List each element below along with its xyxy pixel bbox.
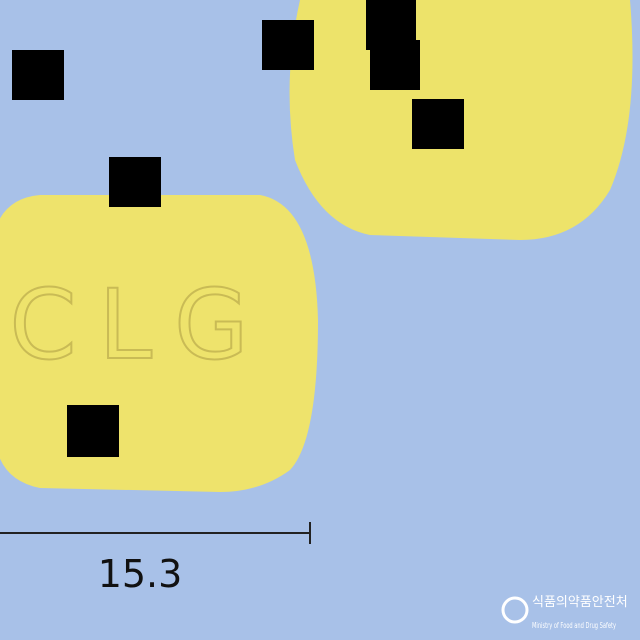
- occlusion: [412, 99, 464, 149]
- occlusion: [370, 40, 420, 90]
- pill-imprint: CLG: [10, 269, 271, 381]
- scale-label: 15.3: [98, 552, 183, 596]
- watermark-english: Ministry of Food and Drug Safety: [532, 621, 616, 630]
- occlusion: [109, 157, 161, 207]
- logo-mark: [501, 596, 529, 624]
- occlusion: [262, 20, 314, 70]
- watermark-korean: 식품의약품안전처: [532, 595, 628, 610]
- occlusion: [67, 405, 119, 457]
- occlusion: [12, 50, 64, 100]
